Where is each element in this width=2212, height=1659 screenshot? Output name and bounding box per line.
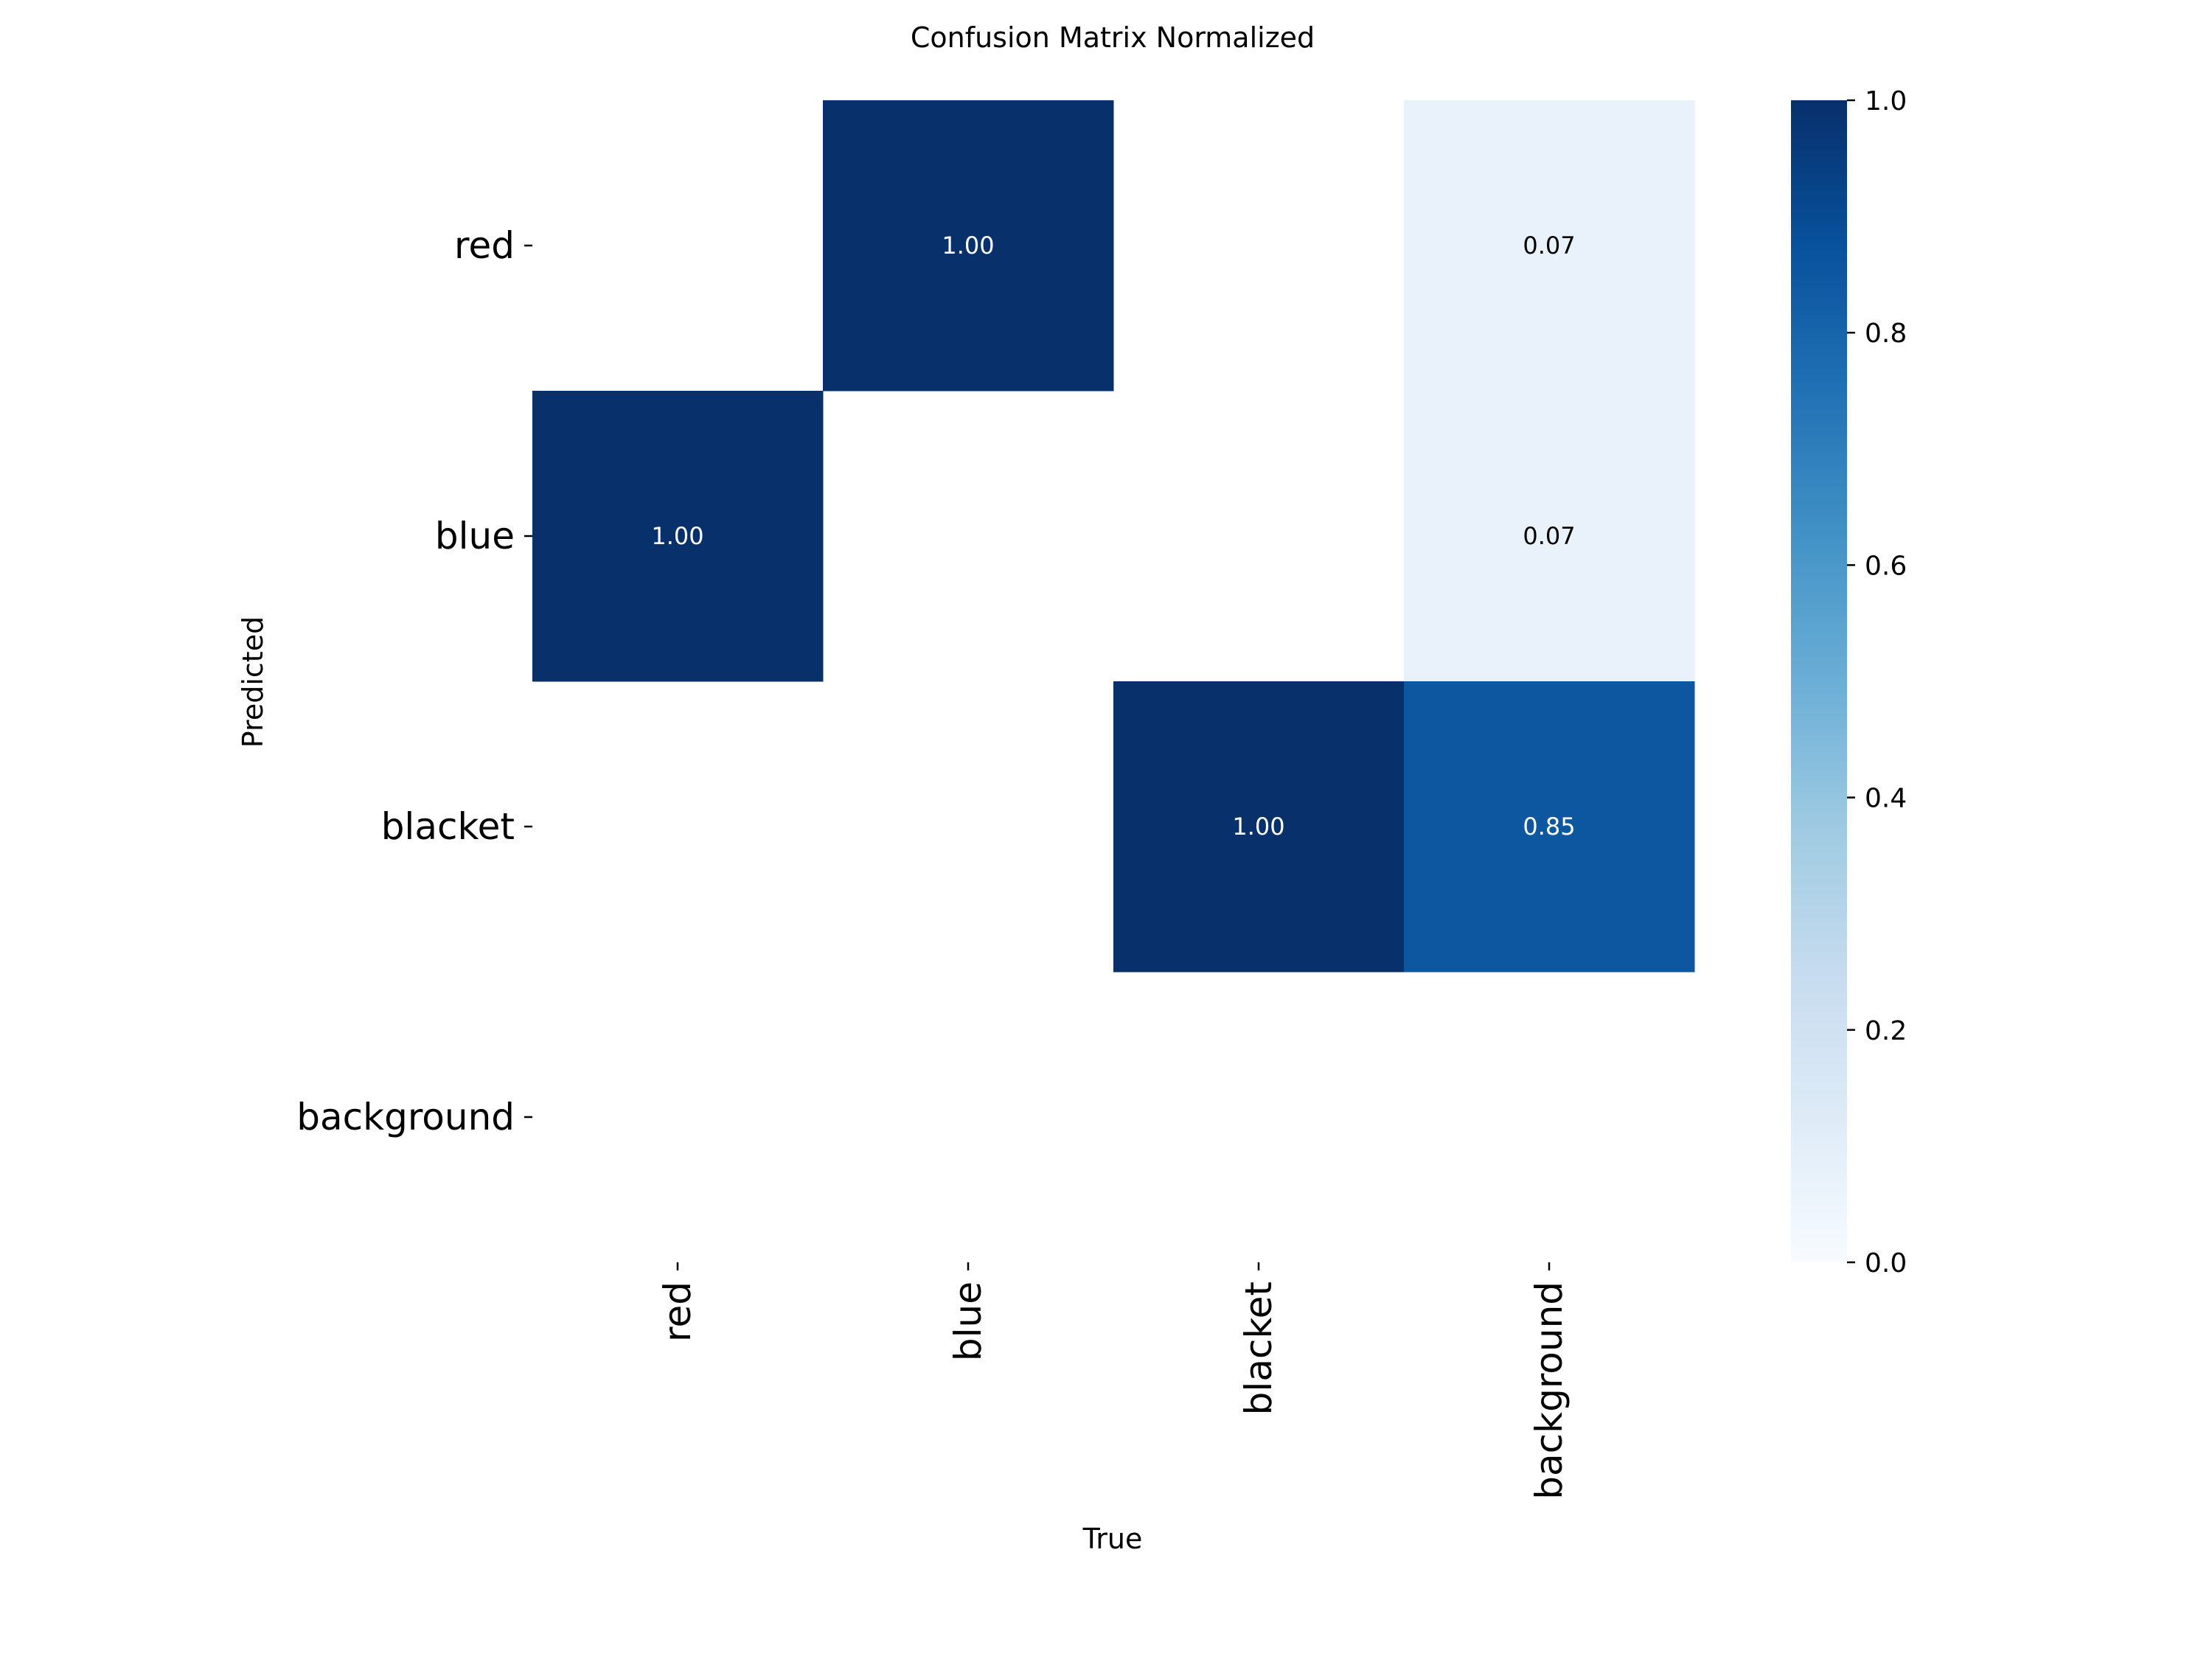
heatmap-cells — [532, 100, 1695, 973]
chart-title: Confusion Matrix Normalized — [911, 21, 1315, 54]
heatmap-cell-blue-background — [1404, 391, 1695, 682]
colorbar: 0.0 0.2 0.4 0.6 0.8 1.0 — [1791, 86, 1907, 1279]
colorbar-tick-label-0.8: 0.8 — [1865, 319, 1907, 349]
heatmap-cell-label-blacket-blacket: 1.00 — [1232, 813, 1284, 841]
colorbar-tick-label-0.6: 0.6 — [1865, 551, 1907, 581]
y-axis-ticks: red blue blacket background — [296, 224, 532, 1138]
heatmap-cell-label-red-background: 0.07 — [1523, 232, 1575, 260]
heatmap-cell-blacket-background — [1404, 681, 1695, 973]
heatmap-cell-label-blue-red: 1.00 — [651, 522, 703, 550]
y-tick-label-red: red — [454, 224, 515, 267]
x-tick-label-blacket: blacket — [1237, 1281, 1280, 1415]
colorbar-gradient — [1791, 100, 1847, 1262]
heatmap-cell-label-red-blue: 1.00 — [942, 232, 994, 260]
x-axis-label: True — [1082, 1523, 1143, 1555]
y-tick-label-background: background — [296, 1096, 515, 1138]
y-tick-label-blacket: blacket — [381, 805, 515, 848]
heatmap-cell-label-blacket-background: 0.85 — [1523, 813, 1575, 841]
y-tick-label-blue: blue — [435, 515, 515, 557]
heatmap-cell-labels: 1.00 0.07 1.00 0.07 1.00 0.85 — [651, 232, 1575, 841]
x-tick-label-red: red — [656, 1281, 699, 1342]
heatmap-cell-blacket-blacket — [1113, 681, 1405, 973]
colorbar-tick-label-1.0: 1.0 — [1865, 86, 1907, 116]
colorbar-tick-label-0.4: 0.4 — [1865, 784, 1907, 814]
heatmap-cell-label-blue-background: 0.07 — [1523, 522, 1575, 550]
colorbar-tick-label-0.0: 0.0 — [1865, 1248, 1907, 1279]
colorbar-tick-label-0.2: 0.2 — [1865, 1016, 1907, 1046]
y-axis-label: Predicted — [237, 616, 269, 748]
x-tick-label-background: background — [1528, 1281, 1571, 1500]
x-axis-ticks: red blue blacket background — [656, 1262, 1571, 1500]
heatmap-cell-red-blue — [823, 100, 1114, 392]
x-tick-label-blue: blue — [947, 1281, 990, 1361]
heatmap-cell-red-background — [1404, 100, 1695, 392]
heatmap-cell-blue-red — [532, 391, 824, 682]
